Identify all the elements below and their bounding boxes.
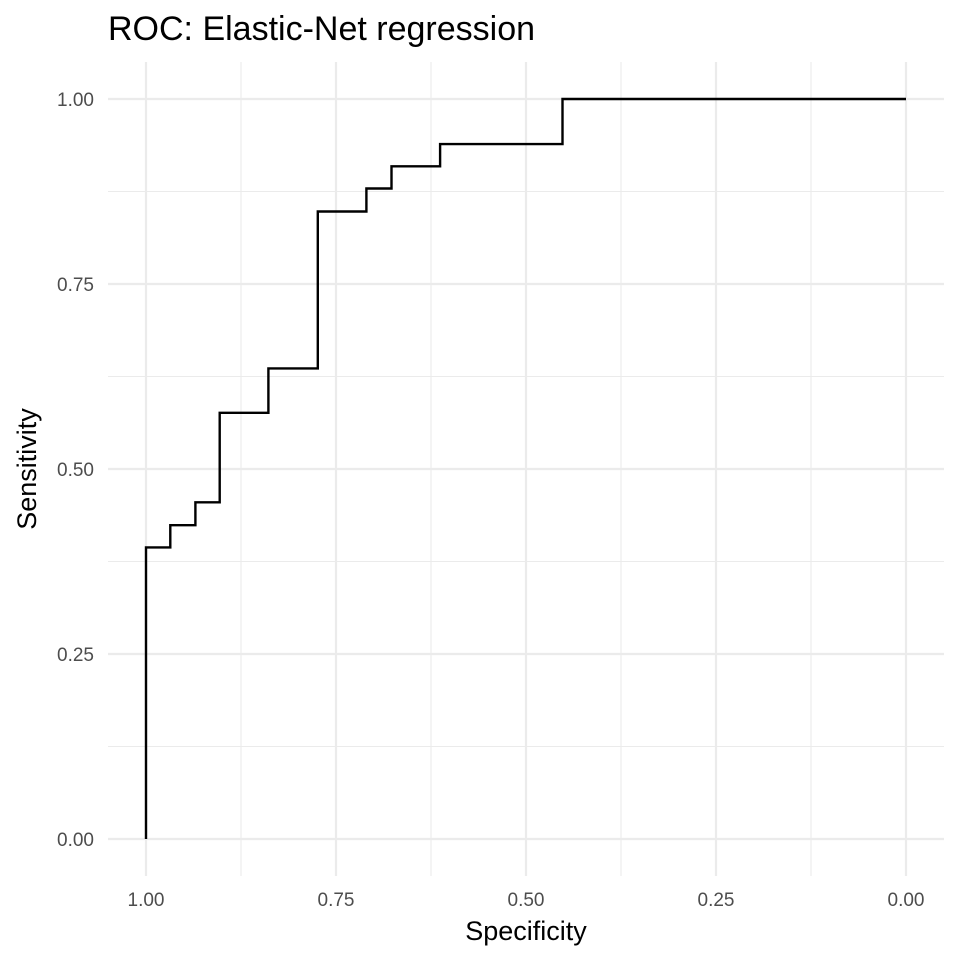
y-tick-label: 0.25 <box>57 645 94 666</box>
y-axis-title: Sensitivity <box>12 408 42 530</box>
x-axis-title: Specificity <box>465 916 587 946</box>
y-tick-label: 0.00 <box>57 830 94 851</box>
y-tick-label: 1.00 <box>57 90 94 111</box>
x-tick-label: 0.75 <box>318 890 355 911</box>
roc-curve-line <box>144 97 906 839</box>
x-tick-label: 0.50 <box>508 890 545 911</box>
chart-title: ROC: Elastic-Net regression <box>108 10 535 48</box>
y-tick-label: 0.75 <box>57 275 94 296</box>
x-tick-label: 1.00 <box>128 890 165 911</box>
y-axis-tick-labels: 0.00 0.25 0.50 0.75 1.00 <box>57 90 94 851</box>
x-axis-tick-labels: 1.00 0.75 0.50 0.25 0.00 <box>128 890 925 911</box>
x-tick-label: 0.00 <box>888 890 925 911</box>
x-tick-label: 0.25 <box>698 890 735 911</box>
major-gridlines <box>108 62 944 876</box>
y-tick-label: 0.50 <box>57 460 94 481</box>
